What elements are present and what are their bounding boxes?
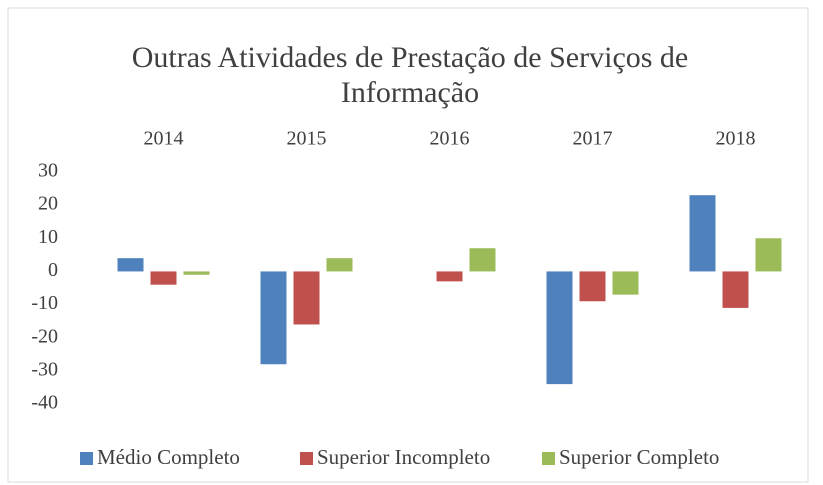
chart-border <box>7 7 809 483</box>
y-tick-label: -20 <box>31 325 58 347</box>
bar <box>436 271 463 282</box>
bar <box>722 271 749 308</box>
legend-swatch <box>300 452 313 465</box>
bar <box>612 271 639 295</box>
y-tick-label: -10 <box>31 292 58 314</box>
x-tick-label: 2018 <box>716 128 756 150</box>
legend-label: Superior Incompleto <box>317 445 490 469</box>
chart-title: Informação <box>341 76 479 109</box>
y-tick-label: 20 <box>38 193 58 215</box>
bar <box>150 271 177 285</box>
bar <box>183 271 210 275</box>
bar <box>579 271 606 302</box>
y-tick-label: 30 <box>38 160 58 182</box>
x-tick-label: 2016 <box>430 128 470 150</box>
y-tick-label: -30 <box>31 358 58 380</box>
bar <box>260 271 287 365</box>
chart-title: Outras Atividades de Prestação de Serviç… <box>132 41 689 74</box>
y-tick-label: 10 <box>38 226 58 248</box>
y-tick-label: 0 <box>48 259 58 281</box>
legend-swatch <box>542 452 555 465</box>
legend-label: Médio Completo <box>97 445 240 469</box>
bar <box>293 271 320 325</box>
legend-swatch <box>80 452 93 465</box>
bar <box>689 195 716 272</box>
bar <box>117 258 144 272</box>
bar <box>469 248 496 272</box>
x-tick-label: 2017 <box>573 128 613 150</box>
legend-label: Superior Completo <box>559 445 719 469</box>
x-tick-label: 2015 <box>287 128 327 150</box>
x-tick-label: 2014 <box>144 128 184 150</box>
y-tick-label: -40 <box>31 392 58 414</box>
bar <box>755 238 782 272</box>
bar <box>546 271 573 385</box>
bar <box>326 258 353 272</box>
